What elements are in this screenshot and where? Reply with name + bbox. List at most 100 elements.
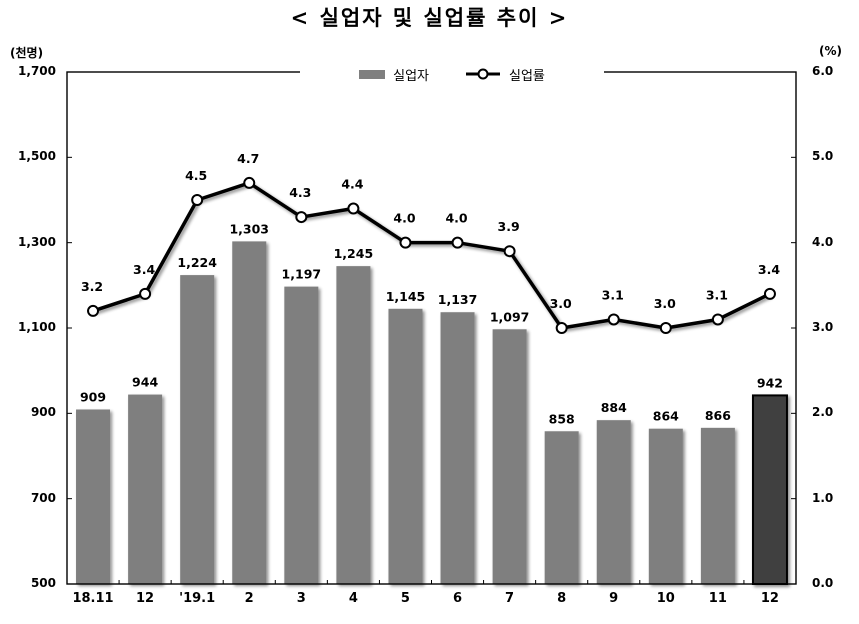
left-tick-label: 1,300 [18, 234, 56, 249]
x-tick-label: 8 [557, 591, 567, 606]
left-tick-label: 1,700 [18, 64, 56, 78]
bar [232, 241, 267, 585]
bar-value-label: 944 [132, 375, 158, 390]
plot-frame [66, 71, 797, 585]
line-marker [607, 313, 620, 326]
line-value-label: 3.1 [602, 287, 624, 302]
bar [544, 431, 579, 584]
right-tick-label: 6.0 [812, 64, 834, 78]
line-marker [451, 236, 464, 249]
bar [700, 427, 735, 584]
x-tick-label: 11 [708, 591, 727, 606]
line-series [87, 176, 776, 334]
x-tick-label: 12 [136, 591, 155, 606]
x-tick-label: 2 [244, 591, 254, 606]
line-value-label: 4.3 [289, 185, 311, 200]
axis-ticks [67, 71, 796, 585]
left-tick-label: 700 [30, 490, 56, 505]
bar [440, 312, 475, 584]
line-value-label: 3.1 [706, 287, 728, 302]
right-tick-label: 4.0 [812, 234, 834, 249]
line-value-label: 3.2 [81, 279, 103, 294]
line-value-label: 4.7 [237, 151, 259, 166]
bar-value-label: 1,145 [386, 289, 426, 304]
line-marker [763, 287, 776, 300]
right-tick-label: 3.0 [812, 320, 834, 334]
left-tick-label: 500 [30, 576, 56, 590]
bar [648, 428, 683, 584]
bar-value-label: 1,137 [438, 292, 478, 307]
line-value-label: 3.9 [498, 219, 520, 234]
bar [751, 394, 788, 585]
right-tick-label: 0.0 [812, 576, 834, 590]
bar-value-label: 942 [757, 375, 783, 390]
x-tick-label: 12 [760, 591, 779, 606]
left-axis-unit: (천명) [10, 46, 44, 60]
legend-item-line: 실업률 [465, 65, 545, 84]
bar [596, 420, 631, 584]
legend-bar-label: 실업자 [393, 68, 429, 84]
bar-value-label: 1,245 [334, 246, 374, 261]
left-tick-label: 900 [30, 405, 56, 420]
bar-value-labels: 909 944 1,224 1,303 1,197 1,245 1,145 1,137 1,09… [80, 221, 783, 426]
line-marker [139, 287, 152, 300]
line-value-label: 4.5 [185, 168, 207, 183]
bar-value-label: 858 [549, 411, 575, 426]
x-tick-label: 9 [609, 591, 619, 606]
bar-value-label: 909 [80, 389, 106, 404]
line-marker [191, 194, 204, 206]
line-marker-icon [466, 68, 500, 80]
bar-swatch-icon [359, 69, 386, 79]
line-marker [659, 322, 672, 334]
bar-series [76, 241, 788, 585]
bar-value-label: 1,197 [282, 267, 322, 282]
x-tick-label: 18.11 [72, 591, 114, 606]
bar-value-label: 864 [653, 409, 679, 424]
x-tick-label: 4 [348, 591, 358, 606]
bar-value-label: 1,224 [177, 255, 217, 270]
bar-value-label: 866 [705, 408, 731, 423]
line-marker [555, 322, 568, 334]
line-marker [503, 245, 516, 258]
right-tick-label: 1.0 [812, 490, 834, 505]
x-tick-label: 6 [452, 591, 463, 606]
bar [128, 394, 163, 584]
x-tick-label: 10 [656, 591, 675, 606]
left-tick-label: 1,500 [18, 149, 56, 164]
bar [388, 308, 423, 584]
bar [492, 329, 527, 584]
line-marker [347, 202, 360, 215]
line-value-label: 3.0 [654, 296, 676, 311]
line-marker [295, 211, 308, 224]
legend-item-bars: 실업자 [359, 65, 429, 84]
bar-value-label: 884 [601, 400, 627, 415]
line-value-labels: 3.2 3.4 4.5 4.7 4.3 4.4 4.0 4.0 3.9 3.0 3.1 3.0 3.1 3… [81, 151, 780, 311]
line-value-label: 3.0 [550, 296, 572, 311]
line-value-label: 3.4 [758, 262, 780, 277]
line-marker [87, 304, 100, 317]
right-axis-unit: (%) [819, 44, 842, 58]
left-tick-label: 1,100 [18, 320, 56, 334]
right-tick-label: 2.0 [812, 405, 834, 420]
x-tick-label: '19.1 [179, 591, 216, 606]
line-marker [243, 176, 256, 189]
x-tick-label: 3 [296, 591, 306, 606]
legend-line-label: 실업률 [509, 68, 545, 84]
line-marker [711, 313, 724, 326]
legend: 실업자 실업률 [300, 64, 604, 84]
bar [180, 275, 215, 584]
right-tick-label: 5.0 [812, 149, 834, 164]
bar [336, 266, 371, 584]
bar-value-label: 1,097 [490, 309, 530, 324]
x-tick-label: 7 [505, 591, 515, 606]
line-marker [399, 236, 412, 249]
line-value-label: 4.4 [341, 177, 363, 192]
line-value-label: 4.0 [445, 211, 467, 226]
chart-title: < 실업자 및 실업률 추이 > [290, 5, 569, 30]
line-value-label: 4.0 [393, 211, 415, 226]
x-tick-label: 5 [400, 591, 410, 606]
line-value-label: 3.4 [133, 262, 155, 277]
bar-value-label: 1,303 [229, 221, 269, 236]
bar [76, 409, 111, 584]
